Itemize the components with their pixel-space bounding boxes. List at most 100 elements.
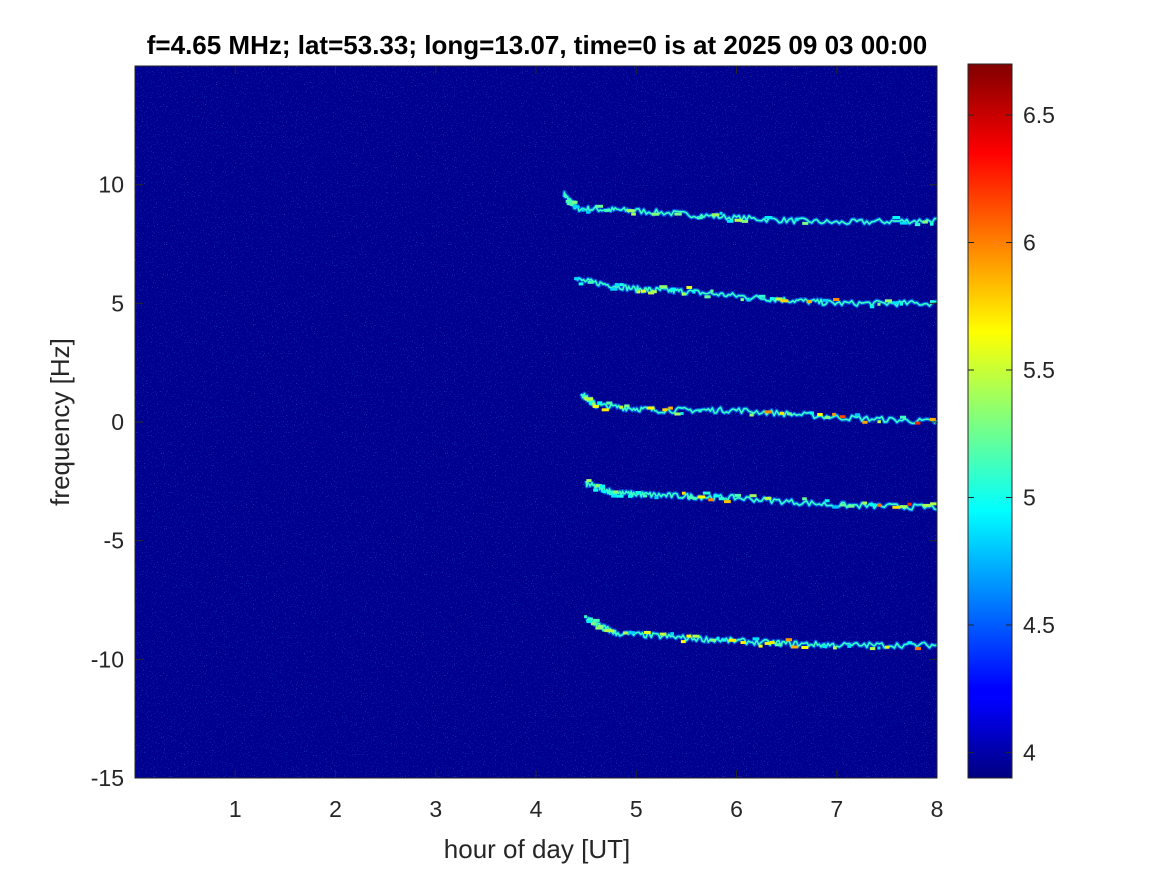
x-tick-label: 1 [229, 796, 242, 822]
trace-1-hotspot [794, 218, 799, 222]
trace-4-hotspot [692, 496, 697, 500]
trace-1-hotspot [626, 209, 635, 213]
trace-3-hotspot [668, 406, 673, 410]
trace-1-hotspot [742, 219, 749, 223]
trace-4-hotspot [734, 493, 741, 497]
trace-4-hotspot [892, 505, 901, 509]
trace-2-hotspot [710, 289, 714, 293]
x-tick-label: 6 [730, 796, 743, 822]
trace-1-hotspot [651, 212, 659, 216]
trace-3-hotspot [588, 397, 594, 401]
trace-3-hotspot [624, 404, 630, 408]
trace-3-hotspot [601, 408, 609, 412]
trace-2-hotspot [746, 298, 751, 302]
trace-5-hotspot [907, 641, 913, 645]
trace-5-hotspot [769, 641, 775, 644]
trace-1-hotspot [565, 200, 570, 203]
trace-5-hotspot [884, 645, 890, 649]
trace-4-hotspot [593, 488, 599, 492]
trace-4-hotspot [847, 504, 855, 508]
trace-4-hotspot [708, 498, 714, 502]
x-tick-label: 3 [429, 796, 442, 822]
trace-1-hotspot [892, 216, 901, 219]
trace-2-hotspot [899, 302, 904, 306]
trace-4-hotspot [839, 503, 846, 507]
trace-1-hotspot [899, 221, 908, 225]
trace-3-hotspot [854, 413, 861, 417]
y-axis-ticks: -15 -10 -5 0 5 10 [91, 172, 937, 791]
x-tick-label: 2 [329, 796, 342, 822]
trace-3-hotspot [646, 406, 655, 410]
trace-5-hotspot [833, 646, 837, 650]
trace-2-hotspot [877, 302, 881, 306]
y-tick-label: -10 [91, 646, 124, 672]
trace-1-hotspot [604, 208, 610, 212]
trace-4-hotspot [869, 503, 876, 507]
trace-5-hotspot [758, 644, 763, 648]
trace-5-hotspot [877, 646, 881, 650]
trace-3-hotspot [832, 412, 836, 416]
trace-3-hotspot [839, 415, 846, 419]
trace-4-hotspot [616, 494, 624, 498]
trace-2-hotspot [686, 286, 693, 289]
trace-2-hotspot [740, 298, 744, 302]
trace-2-hotspot [775, 297, 783, 301]
trace-1-hotspot [573, 205, 580, 209]
colorbar-tick-label: 5 [1023, 485, 1036, 511]
trace-2-hotspot [578, 282, 584, 286]
trace-1-hotspot [711, 213, 720, 217]
trace-2-hotspot [670, 287, 676, 291]
trace-1-hotspot [570, 203, 574, 206]
trace-4-hotspot [749, 494, 757, 498]
trace-3-hotspot [597, 401, 603, 405]
trace-4-hotspot [586, 479, 592, 483]
trace-2-hotspot [833, 298, 840, 301]
trace-2-hotspot [692, 290, 696, 294]
colorbar-tick-label: 4 [1023, 740, 1036, 766]
trace-5-hotspot [869, 647, 876, 651]
trace-2-hotspot [651, 290, 657, 294]
trace-1-hotspot [595, 204, 603, 208]
trace-3-hotspot [764, 410, 772, 414]
trace-3-hotspot [787, 412, 792, 416]
trace-3-hotspot [619, 405, 623, 409]
trace-4-hotspot [654, 496, 659, 500]
trace-5-hotspot [659, 632, 667, 636]
colorbar-tick-label: 6.5 [1023, 102, 1055, 128]
colorbar-ticks: 4 4.5 5 5.5 6 6.5 [968, 102, 1055, 766]
trace-5-hotspot [584, 615, 588, 619]
trace-5-hotspot [680, 640, 686, 644]
trace-3-hotspot [606, 401, 613, 405]
trace-1-hotspot [696, 216, 703, 220]
trace-3-hotspot [674, 412, 681, 416]
y-tick-label: -5 [104, 528, 124, 554]
trace-5-hotspot [590, 622, 597, 626]
trace-5-hotspot [628, 631, 635, 635]
trace-5-hotspot [686, 634, 691, 638]
trace-4-hotspot [702, 491, 711, 495]
trace-2-hotspot [780, 299, 789, 303]
trace-4-hotspot [899, 505, 908, 509]
plot-area [134, 65, 939, 779]
trace-1-hotspot [802, 221, 809, 225]
trace-4-hotspot [613, 490, 619, 494]
trace-5-hotspot [740, 641, 746, 644]
trace-3-hotspot [749, 413, 754, 417]
trace-2-hotspot [758, 294, 766, 298]
trace-5-hotspot [597, 624, 603, 628]
trace-3-hotspot [914, 421, 921, 425]
trace-2-hotspot [869, 305, 875, 309]
x-tick-label: 4 [530, 796, 543, 822]
x-tick-label: 8 [931, 796, 944, 822]
trace-2-hotspot [640, 289, 647, 293]
trace-3-hotspot [779, 411, 785, 415]
trace-5-hotspot [785, 638, 793, 642]
trace-1-hotspot [914, 223, 921, 227]
colorbar-gradient [967, 63, 1013, 779]
trace-4-hotspot [611, 494, 617, 498]
trace-3-hotspot [662, 408, 668, 412]
colorbar-tick-label: 4.5 [1023, 612, 1055, 638]
trace-3-hotspot [680, 412, 684, 415]
x-axis-ticks: 1 2 3 4 5 6 7 8 [229, 66, 944, 822]
trace-2-hotspot [806, 300, 812, 304]
